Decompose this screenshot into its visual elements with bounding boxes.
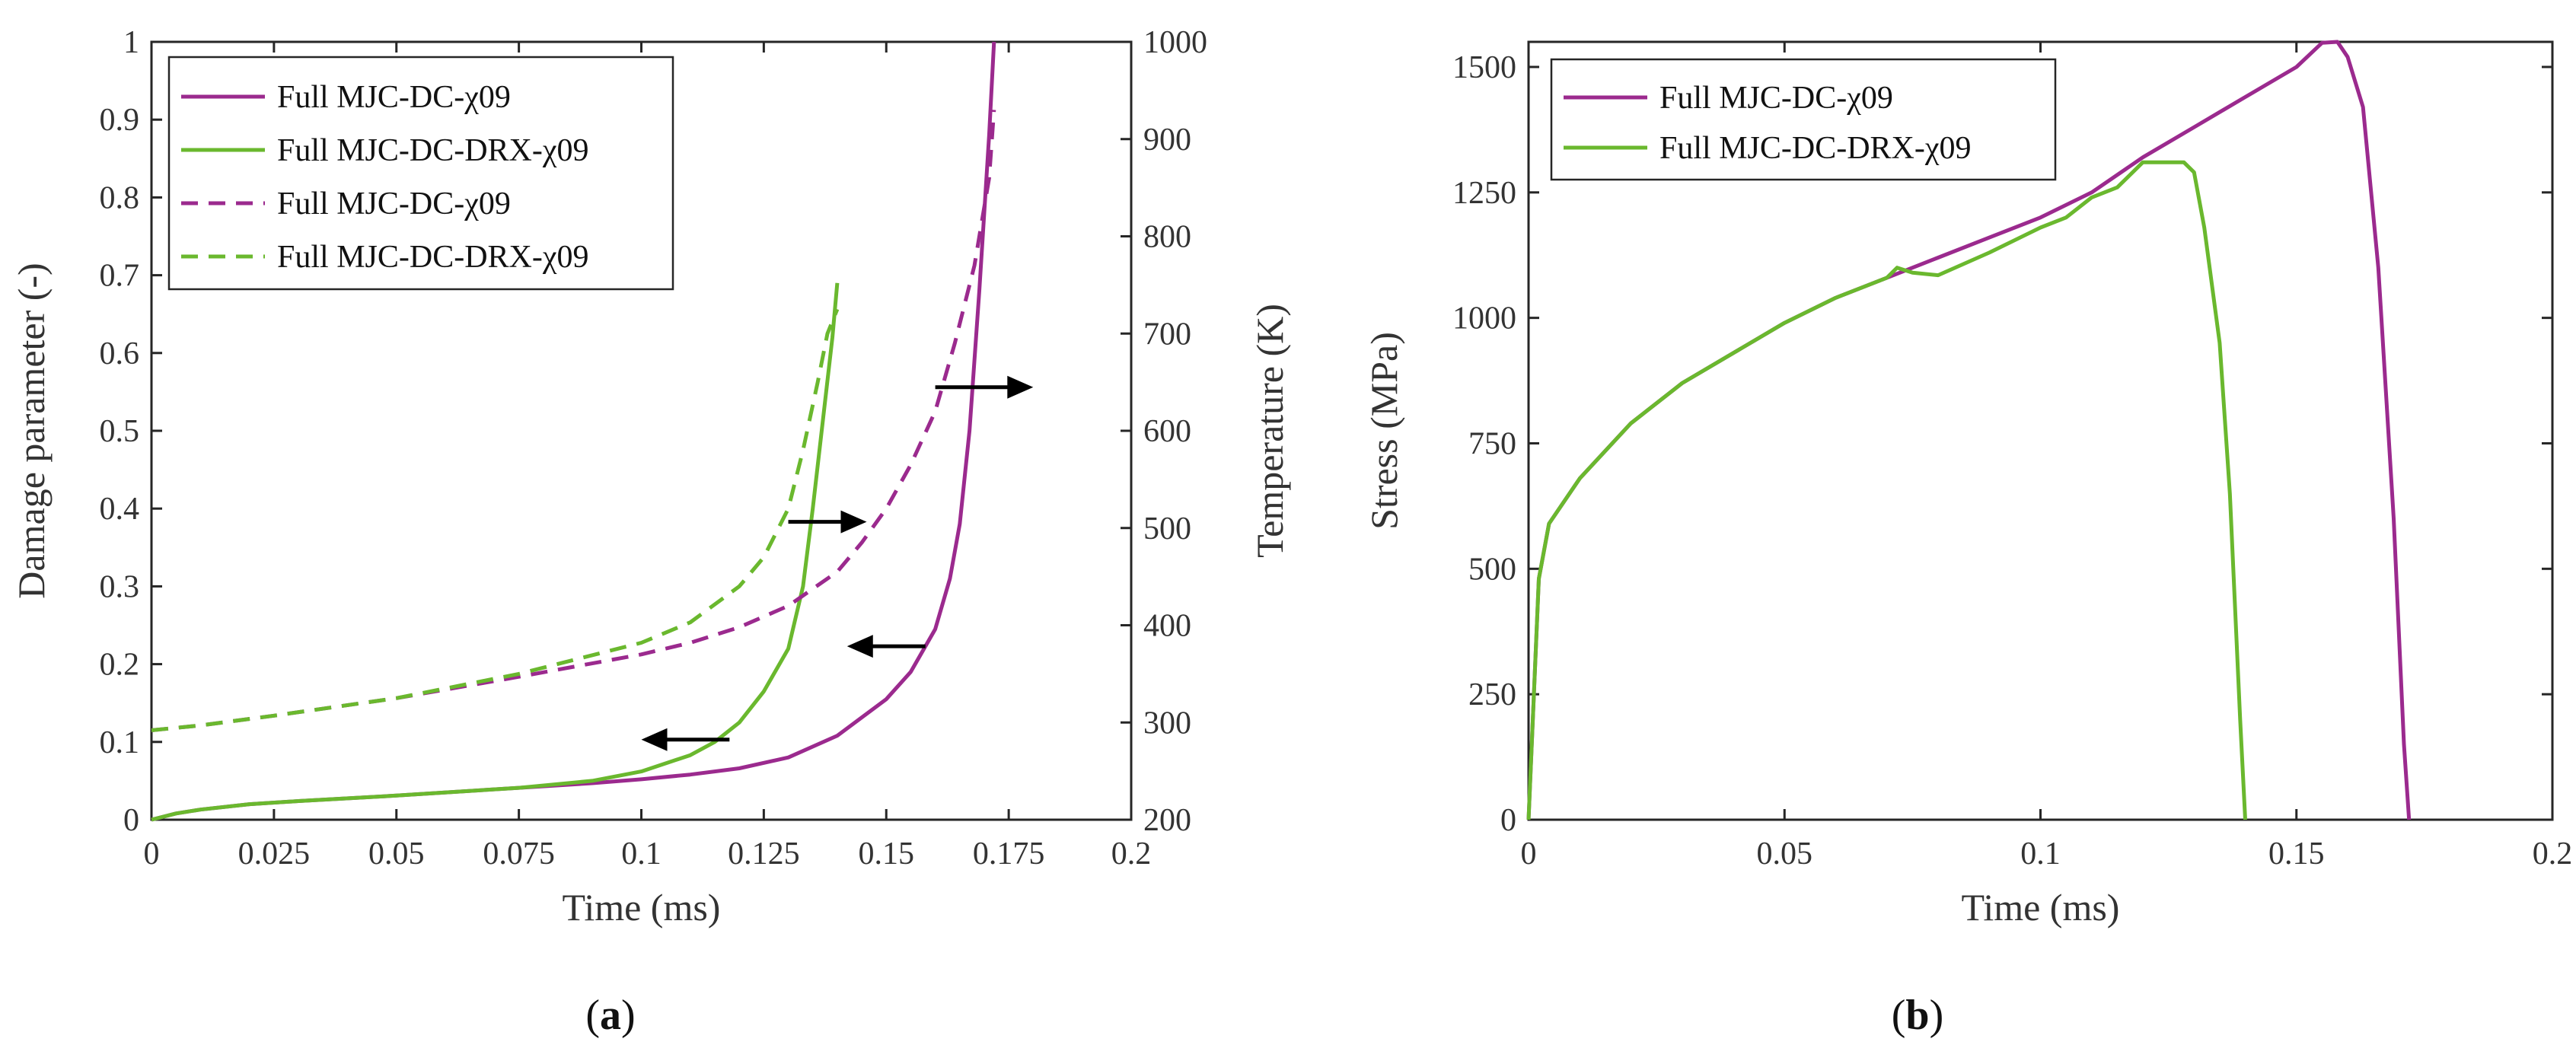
legend-entry: Full MJC-DC-χ09 xyxy=(277,186,511,221)
legend-box-b xyxy=(1550,58,2057,181)
x-tick-label: 0.125 xyxy=(728,836,800,871)
x-tick-label: 0.1 xyxy=(2020,836,2061,871)
x-tick-label: 0.2 xyxy=(1111,836,1152,871)
y-tick-label-left: 0.5 xyxy=(100,414,140,449)
y-tick-label-right: 700 xyxy=(1143,317,1191,352)
y-tick-label-right: 300 xyxy=(1143,706,1191,741)
y-tick-label-left: 0.4 xyxy=(100,492,140,527)
arrow-head xyxy=(840,510,867,534)
x-axis-label: Time (ms) xyxy=(1962,886,2120,929)
y-tick-label: 0 xyxy=(1500,803,1516,838)
y-tick-label-left: 0.3 xyxy=(100,569,140,604)
arrow-head xyxy=(846,635,873,658)
chart-b: 0 0.05 0.1 0.15 0.2 0 250 500 750 1000 1250 1500 Tim… xyxy=(1363,40,2573,929)
y-tick-label-right: 800 xyxy=(1143,220,1191,255)
y-tick-label: 1250 xyxy=(1452,176,1516,211)
legend-entry: Full MJC-DC-χ09 xyxy=(1659,81,1893,116)
y-tick-label: 750 xyxy=(1468,426,1516,461)
y-axis-label: Stress (MPa) xyxy=(1363,332,1405,530)
y-tick-label-left: 0.6 xyxy=(100,336,140,371)
y-tick-label-left: 0.8 xyxy=(100,180,140,215)
y-tick-label-right: 600 xyxy=(1143,414,1191,449)
x-tick-label: 0.05 xyxy=(1757,836,1813,871)
y-tick-label-left: 0.2 xyxy=(100,648,140,683)
x-tick-label: 0.05 xyxy=(368,836,425,871)
series-line xyxy=(151,308,840,732)
y-tick-label-right: 200 xyxy=(1143,803,1191,838)
y-tick-label-left: 0 xyxy=(123,803,139,838)
x-tick-label: 0 xyxy=(144,836,160,871)
y-tick-label-left: 0.9 xyxy=(100,103,140,138)
y-tick-label: 1000 xyxy=(1452,301,1516,336)
y-tick-label-right: 500 xyxy=(1143,511,1191,546)
x-tick-label: 0.15 xyxy=(2268,836,2325,871)
x-axis-label: Time (ms) xyxy=(563,886,721,929)
series-line xyxy=(151,282,840,822)
chart-a: 0 0.025 0.05 0.075 0.1 0.125 0.15 0.175 0.2 0 0.1 0… xyxy=(10,25,1291,929)
y-tick-label-right: 900 xyxy=(1143,123,1191,158)
y-tick-label: 1500 xyxy=(1452,50,1516,85)
series-line xyxy=(1526,160,2247,820)
y-tick-label-right: 1000 xyxy=(1143,25,1207,60)
y-axis-label-left: Damage parameter (-) xyxy=(10,263,53,598)
x-tick-label: 0.175 xyxy=(973,836,1045,871)
y-axis-label-right: Temperature (K) xyxy=(1248,304,1291,558)
x-tick-label: 0.2 xyxy=(2533,836,2573,871)
legend-entry: Full MJC-DC-DRX-χ09 xyxy=(1659,131,1972,166)
y-tick-label-left: 1 xyxy=(123,25,139,60)
y-tick-label: 500 xyxy=(1468,552,1516,587)
panel-label-b: (b) xyxy=(1892,992,1943,1039)
x-tick-label: 0.025 xyxy=(238,836,311,871)
x-tick-label: 0.15 xyxy=(859,836,915,871)
x-tick-label: 0.1 xyxy=(621,836,662,871)
y-tick-label-right: 400 xyxy=(1143,609,1191,644)
panel-label-a: (a) xyxy=(585,992,635,1039)
x-tick-label: 0 xyxy=(1521,836,1537,871)
arrow-head xyxy=(1007,375,1034,399)
x-tick-label: 0.075 xyxy=(483,836,555,871)
y-tick-label-left: 0.1 xyxy=(100,725,140,760)
legend-entry: Full MJC-DC-DRX-χ09 xyxy=(277,240,589,275)
legend-entry: Full MJC-DC-χ09 xyxy=(277,80,511,115)
arrow-head xyxy=(641,728,668,751)
y-tick-label: 250 xyxy=(1468,677,1516,712)
legend-entry: Full MJC-DC-DRX-χ09 xyxy=(277,133,589,168)
y-tick-label-left: 0.7 xyxy=(100,259,140,294)
